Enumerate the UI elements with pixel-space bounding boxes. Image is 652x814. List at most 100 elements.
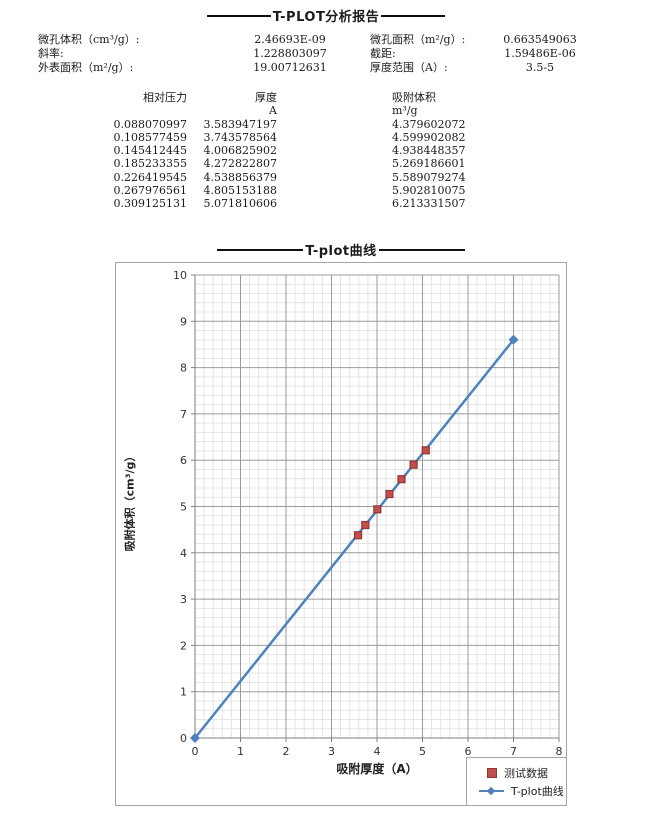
tick-label: 7: [510, 745, 517, 758]
table-cell: 3.583947197: [203, 117, 277, 131]
unit-label: A: [269, 104, 277, 118]
unit-label: [0, 104, 187, 117]
legend-item: 测试数据: [479, 766, 566, 780]
data-table: 相对压力 厚度 吸附体积 A m³/g 0.088070997 3.583947…: [0, 91, 652, 211]
tick-label: 3: [328, 745, 335, 758]
square-marker: [361, 520, 370, 530]
table-cell: 4.599902082: [392, 130, 466, 144]
square-marker: [397, 475, 406, 484]
legend-label: T-plot曲线: [511, 784, 564, 798]
table-row: 0.108577459 3.743578564 4.599902082: [0, 131, 652, 144]
param-label: 截距:: [370, 47, 396, 60]
column-header: 厚度: [255, 91, 277, 104]
param-value: 0.663549063: [503, 33, 577, 46]
table-cell: 0.108577459: [113, 130, 187, 144]
test-data-series: [353, 446, 430, 540]
report-title: T-PLOT分析报告: [272, 10, 380, 25]
table-cell: 0.088070997: [113, 117, 187, 131]
tick-label: 8: [180, 362, 187, 375]
table-cell: 5.902810075: [392, 184, 466, 198]
table-cell: 4.272822807: [203, 157, 277, 171]
tick-label: 4: [180, 547, 187, 560]
param-value: 1.59486E-06: [504, 47, 576, 60]
table-unit-row: A m³/g: [0, 104, 652, 117]
square-marker: [353, 531, 363, 540]
square-marker: [373, 505, 382, 514]
title-dash-line: [378, 248, 465, 251]
param-label: 微孔面积（m²/g）:: [370, 33, 466, 46]
y-axis-title: 吸附体积（cm³/g）: [123, 450, 137, 551]
param-value: 19.00712631: [253, 61, 327, 74]
table-cell: 4.538856379: [203, 170, 277, 184]
tick-label: 0: [192, 745, 199, 758]
param-label: 厚度范围（A）:: [370, 61, 448, 74]
tick-label: 10: [173, 269, 187, 282]
diamond-marker: [508, 334, 519, 345]
table-cell: 5.071810606: [203, 197, 277, 211]
report-title-band: T-PLOT分析报告: [0, 6, 652, 25]
x-axis-title: 吸附厚度（A）: [336, 762, 418, 776]
tick-label: 6: [180, 454, 187, 467]
table-cell: 0.309125131: [113, 197, 187, 211]
table-cell: 4.379602072: [392, 117, 466, 131]
title-dash-line: [381, 14, 446, 17]
table-cell: 4.006825902: [203, 144, 277, 158]
param-label: 斜率:: [38, 47, 64, 60]
table-cell: 4.805153188: [203, 184, 277, 198]
test-data-marker-icon: [487, 767, 497, 778]
legend-item: T-plot曲线: [479, 784, 566, 798]
param-row: 斜率: 1.228803097 截距: 1.59486E-06: [0, 47, 652, 61]
param-value: 1.228803097: [253, 47, 327, 60]
tick-label: 8: [556, 745, 563, 758]
table-row: 0.088070997 3.583947197 4.379602072: [0, 118, 652, 131]
tick-label: 1: [237, 745, 244, 758]
square-marker: [385, 489, 394, 499]
param-row: 外表面积（m²/g）: 19.00712631 厚度范围（A）: 3.5-5: [0, 61, 652, 75]
table-row: 0.145412445 4.006825902 4.938448357: [0, 144, 652, 157]
param-value: 3.5-5: [525, 61, 555, 74]
table-row: 0.267976561 4.805153188 5.902810075: [0, 184, 652, 197]
chart-legend: 测试数据 T-plot曲线: [466, 757, 567, 806]
table-cell: 5.589079274: [392, 170, 466, 184]
tick-label: 2: [283, 745, 290, 758]
tick-label: 0: [180, 732, 187, 745]
table-row: 0.226419545 4.538856379 5.589079274: [0, 171, 652, 184]
tick-labels: 0 1 2 3 4 5 6 7 8 0 1 2 3 4 5 6 7 8 9 10: [173, 269, 563, 758]
table-cell: 3.743578564: [203, 130, 277, 144]
column-header: 相对压力: [143, 91, 187, 104]
chart-frame: 0 1 2 3 4 5 6 7 8 0 1 2 3 4 5 6 7 8 9 10 吸附体积（cm³/g） 吸附厚度（A…: [115, 262, 567, 806]
square-marker: [421, 446, 430, 455]
table-cell: 4.938448357: [392, 144, 466, 158]
param-row: 微孔体积（cm³/g）: 2.46693E-09 微孔面积（m²/g）: 0.6…: [0, 33, 652, 47]
tick-label: 4: [374, 745, 381, 758]
title-dash-line: [217, 248, 304, 251]
tick-label: 1: [180, 686, 187, 699]
table-cell: 0.226419545: [113, 170, 187, 184]
t-plot-line-icon: [479, 786, 504, 796]
table-row: 0.309125131 5.071810606 6.213331507: [0, 197, 652, 210]
diamond-marker: [190, 733, 200, 743]
table-row: 0.185233355 4.272822807 5.269186601: [0, 157, 652, 170]
parameter-summary: 微孔体积（cm³/g）: 2.46693E-09 微孔面积（m²/g）: 0.6…: [0, 33, 652, 75]
table-cell: 6.213331507: [392, 197, 466, 211]
tick-label: 6: [465, 745, 472, 758]
tick-label: 7: [180, 408, 187, 421]
t-plot-chart: 0 1 2 3 4 5 6 7 8 0 1 2 3 4 5 6 7 8 9 10: [173, 269, 563, 758]
tick-label: 2: [180, 639, 187, 652]
table-cell: 0.185233355: [113, 157, 187, 171]
param-label: 外表面积（m²/g）:: [38, 61, 134, 74]
table-header-row: 相对压力 厚度 吸附体积: [0, 91, 652, 104]
unit-label: m³/g: [392, 104, 418, 118]
tick-label: 3: [180, 593, 187, 606]
title-dash-line: [206, 14, 271, 17]
column-header: 吸附体积: [392, 91, 436, 104]
chart-title: T-plot曲线: [305, 244, 377, 259]
table-cell: 5.269186601: [392, 157, 466, 171]
chart-title-band: T-plot曲线: [115, 240, 567, 259]
tick-label: 5: [419, 745, 426, 758]
table-cell: 0.145412445: [113, 144, 187, 158]
square-marker: [409, 460, 418, 469]
tick-label: 9: [180, 315, 187, 328]
legend-label: 测试数据: [504, 766, 548, 780]
